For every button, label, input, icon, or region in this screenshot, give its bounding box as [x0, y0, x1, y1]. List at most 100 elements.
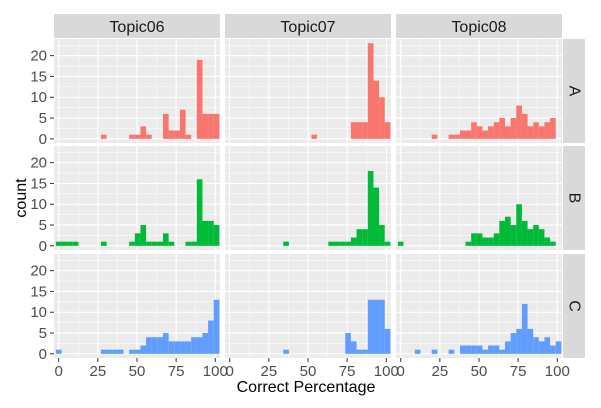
histogram-bar — [431, 349, 438, 354]
histogram-bar — [213, 225, 220, 246]
histogram-bar — [174, 130, 180, 139]
histogram-bar — [345, 333, 351, 354]
histogram-bar — [100, 349, 107, 354]
histogram-bar — [448, 349, 455, 354]
histogram-bar — [72, 241, 79, 246]
histogram-bar — [527, 229, 534, 246]
y-tick-label: 15 — [30, 175, 47, 192]
histogram-bar — [162, 333, 169, 354]
panel-b-topic08 — [396, 146, 562, 250]
panel-b-topic06 — [54, 146, 220, 250]
histogram-bar — [516, 328, 522, 354]
histogram-bar — [493, 233, 500, 246]
histogram-bar — [471, 345, 477, 354]
histogram-bar — [202, 220, 209, 246]
panel-c-topic07 — [225, 254, 391, 358]
histogram-bar — [100, 241, 107, 246]
panels-layer — [54, 39, 562, 358]
y-tick-label: 5 — [39, 110, 47, 127]
histogram-bar — [350, 341, 357, 354]
histogram-bar — [493, 122, 500, 139]
histogram-bar — [191, 337, 197, 354]
row-strip-a — [563, 39, 585, 143]
histogram-bar — [367, 299, 374, 354]
histogram-bar — [516, 105, 522, 139]
histogram-bar — [482, 237, 489, 246]
histogram-bar — [339, 241, 346, 246]
histogram-bar — [510, 333, 517, 354]
histogram-bar — [384, 241, 391, 246]
histogram-bar — [208, 320, 214, 354]
panel-c-topic06 — [54, 254, 220, 358]
histogram-bar — [356, 229, 363, 246]
y-tick-label: 10 — [30, 304, 47, 321]
histogram-bar — [129, 241, 135, 246]
histogram-bar — [208, 220, 214, 246]
histogram-bar — [283, 349, 289, 354]
column-strip-label: Topic08 — [451, 19, 506, 36]
histogram-bar — [448, 134, 455, 139]
histogram-bar — [146, 134, 152, 139]
x-tick-label: 75 — [168, 363, 185, 380]
histogram-bar — [55, 241, 62, 246]
histogram-bar — [129, 134, 135, 139]
histogram-bar — [544, 337, 551, 354]
y-tick-label: 0 — [39, 346, 47, 363]
histogram-bar — [179, 109, 186, 139]
histogram-bar — [373, 299, 380, 354]
histogram-bar — [362, 349, 368, 354]
histogram-bar — [67, 241, 73, 246]
histogram-bar — [544, 237, 551, 246]
y-tick-label: 20 — [30, 48, 47, 65]
histogram-bar — [356, 349, 363, 354]
histogram-bar — [488, 237, 494, 246]
histogram-bar — [504, 126, 511, 139]
row-strip-label: B — [566, 193, 583, 204]
histogram-bar — [459, 345, 466, 354]
histogram-bar — [459, 130, 466, 139]
histogram-bar — [168, 341, 175, 354]
x-tick-label: 100 — [203, 363, 228, 380]
histogram-bar — [499, 118, 505, 139]
histogram-bar — [185, 341, 192, 354]
row-strip-c — [563, 254, 585, 358]
histogram-bar — [465, 130, 472, 139]
histogram-bar — [482, 130, 489, 139]
histogram-bar — [499, 349, 505, 354]
histogram-bar — [112, 349, 118, 354]
histogram-bar — [488, 345, 494, 354]
x-tick-label: 50 — [300, 363, 317, 380]
histogram-bar — [493, 345, 500, 354]
histogram-bar — [328, 241, 334, 246]
histogram-bar — [527, 328, 534, 354]
histogram-bar — [533, 122, 539, 139]
x-tick-label: 25 — [261, 363, 278, 380]
histogram-bar — [538, 341, 545, 354]
histogram-bar — [213, 299, 220, 354]
histogram-bar — [157, 241, 163, 246]
x-tick-label: 100 — [374, 363, 399, 380]
histogram-bar — [367, 43, 374, 139]
x-tick-label: 25 — [90, 363, 107, 380]
histogram-bar — [162, 233, 169, 246]
histogram-bar — [379, 299, 385, 354]
y-axis-title: count — [13, 178, 30, 218]
histogram-bar — [504, 341, 511, 354]
histogram-bar — [179, 341, 186, 354]
histogram-bar — [533, 225, 539, 246]
histogram-bar — [55, 349, 62, 354]
x-tick-label: 0 — [226, 363, 234, 380]
column-strip-topic08 — [396, 14, 562, 38]
column-strip-label: Topic06 — [109, 19, 164, 36]
histogram-bar — [168, 130, 175, 139]
y-tick-label: 15 — [30, 283, 47, 300]
histogram-bar — [213, 113, 220, 139]
histogram-bar — [471, 122, 477, 139]
row-strip-label: C — [566, 300, 583, 312]
histogram-bar — [521, 303, 528, 354]
y-tick-label: 0 — [39, 238, 47, 255]
histogram-bar — [283, 241, 289, 246]
histogram-bar — [208, 113, 214, 139]
